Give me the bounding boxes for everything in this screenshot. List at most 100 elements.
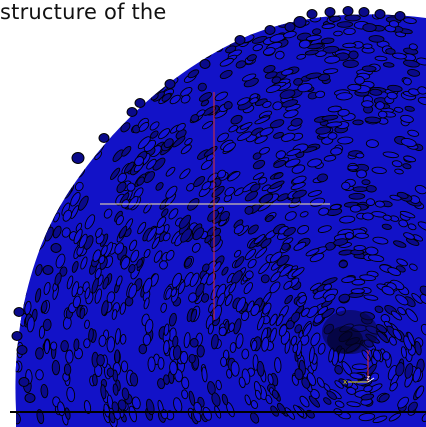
particle [92,103,104,115]
particle [32,83,43,94]
particle [169,94,181,105]
particle [412,367,422,383]
particle [385,48,396,55]
particle [344,231,354,240]
particle [131,396,141,410]
particle [117,44,131,55]
particle [405,308,418,322]
particle [291,267,305,278]
particle [224,186,235,197]
particle [32,198,42,210]
particle [96,115,109,128]
loose-particle [199,59,211,69]
particle [172,335,179,348]
particle [28,159,38,169]
particle [142,333,152,346]
particle [16,139,25,150]
particle [4,253,16,270]
particle [348,192,366,200]
particle [42,207,51,218]
particle [393,240,407,248]
particle [116,71,126,80]
particle [72,48,85,60]
particle [116,70,131,83]
particle [3,383,11,395]
particle [336,92,353,101]
particle [419,285,426,296]
particle [36,202,47,219]
particle [327,132,338,140]
particle [37,90,50,104]
particle [51,65,63,78]
particle [184,257,193,268]
particle [321,307,335,319]
particle [414,184,426,195]
particle [1,412,9,423]
particle [393,106,404,113]
particle [2,96,15,110]
particle [397,396,409,409]
particle [382,214,392,221]
particle [233,249,242,258]
particle [327,105,342,113]
particle [98,255,106,265]
particle [204,235,212,244]
axis-z-label: z [366,374,370,382]
particle [342,42,357,49]
particle [35,92,47,107]
particle [252,44,263,52]
particle [372,349,382,362]
particle [364,116,382,124]
particle [390,310,403,321]
particle [400,137,417,148]
particle [100,384,107,400]
particle [146,158,157,170]
loose-particle [50,243,62,253]
particle [233,224,245,235]
particle [388,336,397,346]
particle [15,270,17,280]
particle [420,323,426,336]
particle [189,338,199,348]
particle [252,172,265,181]
loose-particle [24,393,36,403]
particle [106,367,115,378]
particle [202,120,214,130]
particle [42,55,55,69]
particle [350,288,365,294]
particle [160,302,168,313]
particle [135,89,144,97]
particle [0,251,6,266]
particle [244,248,256,261]
particle [135,73,150,86]
particle [15,63,18,76]
particle [181,35,193,45]
particle [84,287,91,300]
particle [73,228,83,245]
particle [97,77,110,90]
particle [235,333,244,349]
particle [89,116,99,127]
particle [97,67,110,80]
loose-particle [374,9,386,19]
particle [174,14,186,22]
particle [249,183,261,193]
particle [158,128,171,140]
particle [26,316,35,333]
particle [246,54,257,62]
orientation-axes-gizmo[interactable]: x y z [343,348,375,386]
axis-y-label: y [366,348,370,356]
particle [267,373,274,385]
particle [84,319,90,330]
particle [209,234,222,248]
particle [15,180,21,193]
particle [180,34,195,44]
particle [297,82,313,93]
particle [229,342,237,353]
particle [225,45,237,54]
particle [60,169,70,182]
particle [259,127,274,137]
particle [163,323,170,336]
particle [24,89,35,102]
